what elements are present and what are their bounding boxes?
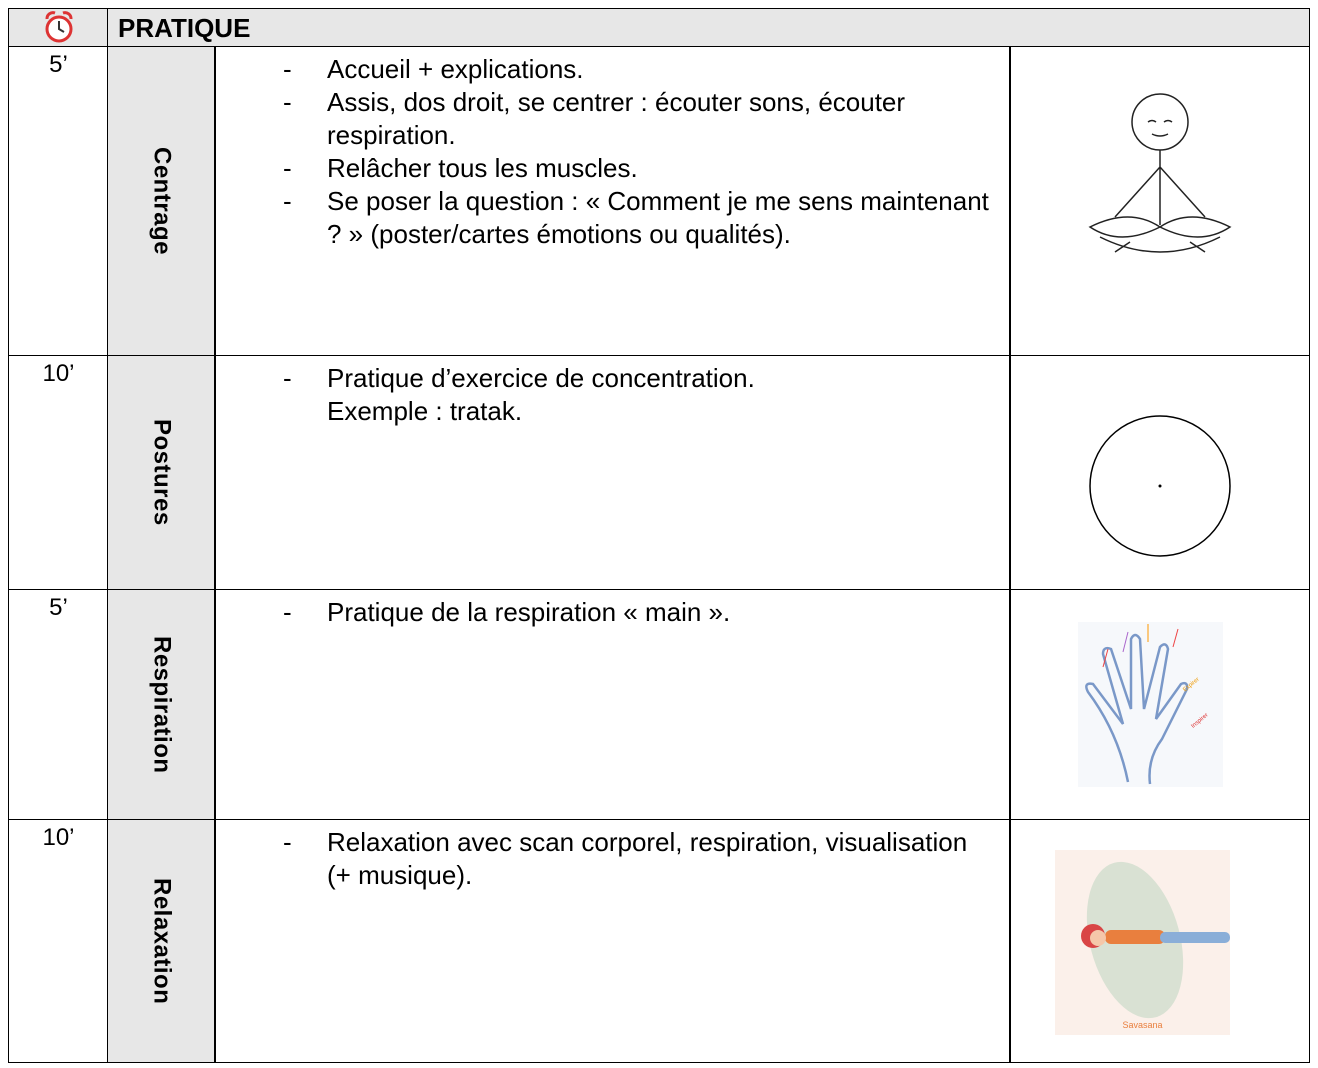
- bullet-note: Exemple : tratak.: [327, 396, 523, 426]
- row-label: Centrage: [148, 146, 176, 256]
- label-cell: Centrage: [107, 46, 216, 356]
- text-cell: Relaxation avec scan corporel, respirati…: [214, 819, 1011, 1063]
- image-cell: [1009, 46, 1310, 356]
- image-cell: [1009, 355, 1310, 590]
- icon-cell: [8, 8, 109, 47]
- label-cell: Respiration: [107, 589, 216, 820]
- bullet-item: Assis, dos droit, se centrer : écouter s…: [215, 86, 990, 152]
- label-cell: Relaxation: [107, 819, 216, 1063]
- alarm-clock-icon: [45, 11, 73, 43]
- bullet-item: Accueil + explications.: [215, 53, 990, 86]
- bullet-item: Relaxation avec scan corporel, respirati…: [215, 826, 990, 892]
- time-cell: 5’: [8, 46, 109, 356]
- bullet-item: Pratique d’exercice de concentration.: [215, 362, 990, 395]
- text-cell: Accueil + explications.Assis, dos droit,…: [214, 46, 1011, 356]
- image-caption: Savasana: [1122, 1020, 1163, 1030]
- text-cell: Pratique de la respiration « main ».: [214, 589, 1011, 820]
- time-cell: 10’: [8, 355, 109, 590]
- bullet-item: Relâcher tous les muscles.: [215, 152, 990, 185]
- hand-image: [1078, 622, 1223, 787]
- time-cell: 5’: [8, 589, 109, 820]
- savasana-image: [1055, 850, 1230, 1035]
- tratak-circle: [1089, 415, 1231, 557]
- image-cell: Expirer Inspirer: [1009, 589, 1310, 820]
- meditation-figure: [1088, 93, 1232, 253]
- row-label: Respiration: [148, 635, 176, 774]
- label-cell: Postures: [107, 355, 216, 590]
- row-label: Postures: [148, 419, 176, 526]
- bullet-item: Se poser la question : « Comment je me s…: [215, 185, 990, 251]
- image-cell: Savasana: [1009, 819, 1310, 1063]
- row-label: Relaxation: [148, 877, 176, 1005]
- bullet-item: Pratique de la respiration « main ».: [215, 596, 990, 629]
- header-title: PRATIQUE: [107, 8, 1310, 47]
- time-cell: 10’: [8, 819, 109, 1063]
- text-cell: Pratique d’exercice de concentration.Exe…: [214, 355, 1011, 590]
